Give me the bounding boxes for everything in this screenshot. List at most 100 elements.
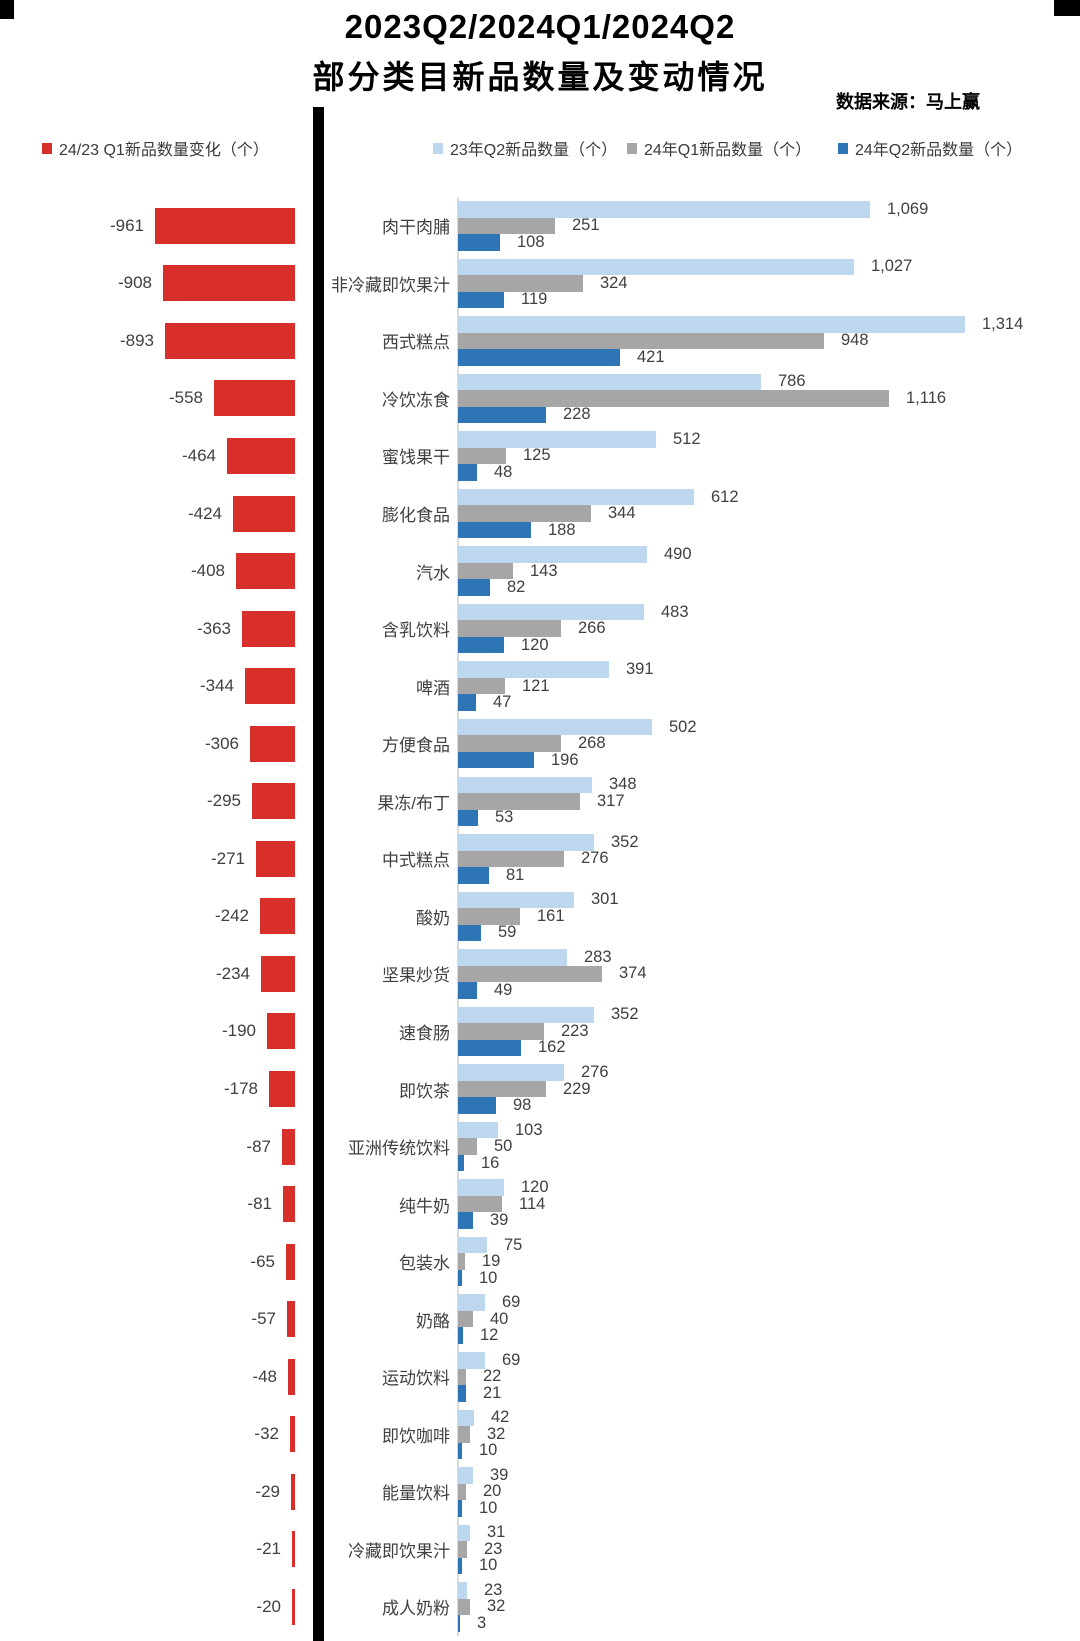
change-value-label: -20 xyxy=(256,1596,281,1616)
q2-2024-bar-line: 119 xyxy=(458,290,912,308)
chart-rows: -961 肉干肉脯 1,069 251 108 -908 非冷藏即饮果汁 1,027 324 11… xyxy=(0,197,1080,1641)
q1-2024-bar xyxy=(458,1138,477,1155)
q2-2024-bar-value-label: 120 xyxy=(521,635,549,654)
q2-2024-bar-line: 188 xyxy=(458,521,739,539)
q1-2024-bar-line: 317 xyxy=(458,792,637,810)
q2-2023-bar-line: 1,314 xyxy=(458,315,1023,333)
change-value-label: -295 xyxy=(206,791,241,811)
q1-2024-bar-value-label: 143 xyxy=(530,561,558,580)
legend-24q2: 24年Q2新品数量（个） xyxy=(838,136,1022,160)
q1-2024-bar-line: 276 xyxy=(458,849,639,867)
q1-2024-bar-value-label: 161 xyxy=(537,906,565,925)
change-value-label: -271 xyxy=(210,848,245,868)
q2-2023-bar-value-label: 69 xyxy=(502,1350,521,1369)
q2-2023-bar-value-label: 75 xyxy=(504,1235,523,1254)
q2-2023-bar-line: 75 xyxy=(458,1235,523,1254)
q1-2024-bar-line: 32 xyxy=(458,1425,509,1443)
q2-2023-bar-line: 786 xyxy=(458,372,946,391)
q2-2023-bar-line: 301 xyxy=(458,890,619,908)
chart-row: -234 坚果炒货 283 374 49 xyxy=(0,945,1080,1003)
q2-2024-bar-line: 228 xyxy=(458,405,946,424)
q2-2023-bar-value-label: 283 xyxy=(584,947,612,966)
corner-mark-right xyxy=(1054,0,1080,16)
q2-2024-bar-value-label: 162 xyxy=(538,1038,566,1057)
quarter-bar-group: 31 23 10 xyxy=(458,1523,505,1574)
q1-2024-bar xyxy=(458,1023,544,1040)
change-bar-group: -424 xyxy=(0,485,295,543)
chart-row: -558 冷饮冻食 786 1,116 228 xyxy=(0,370,1080,428)
q2-2024-bar xyxy=(458,579,490,596)
q1-2024-bar xyxy=(458,1368,466,1385)
q2-2023-bar xyxy=(458,1064,564,1081)
change-bar xyxy=(256,840,295,877)
q1-2024-bar-line: 251 xyxy=(458,216,928,234)
category-label: 坚果炒货 xyxy=(382,966,450,986)
q2-2024-bar-value-label: 10 xyxy=(479,1441,498,1460)
category-label: 即饮茶 xyxy=(399,1081,450,1101)
q2-2023-bar-value-label: 612 xyxy=(711,487,739,506)
quarter-bar-group: 42 32 10 xyxy=(458,1408,509,1460)
q2-2023-bar xyxy=(458,258,854,276)
change-value-label: -908 xyxy=(117,273,152,293)
q1-2024-bar-value-label: 948 xyxy=(841,331,869,350)
chart-row: -65 包装水 75 19 10 xyxy=(0,1233,1080,1291)
quarter-bar-group: 283 374 49 xyxy=(458,947,647,999)
q2-2024-bar xyxy=(458,867,489,884)
q2-2023-bar-value-label: 1,027 xyxy=(871,257,913,276)
q2-2024-bar-line: 59 xyxy=(458,923,619,942)
q2-2024-bar-value-label: 228 xyxy=(563,405,591,424)
q2-2024-bar xyxy=(458,521,531,539)
q2-2023-bar-line: 39 xyxy=(458,1466,508,1484)
chart-row: -20 成人奶粉 23 32 3 xyxy=(0,1578,1080,1636)
q1-2024-bar-value-label: 19 xyxy=(482,1252,501,1271)
quarter-bar-group: 348 317 53 xyxy=(458,775,637,826)
q2-2023-bar-value-label: 483 xyxy=(661,602,689,621)
change-bar xyxy=(250,725,295,762)
q2-2023-bar xyxy=(458,1409,474,1427)
change-bar-group: -408 xyxy=(0,542,295,600)
q2-2023-bar-line: 391 xyxy=(458,660,654,678)
q2-2024-bar-line: 39 xyxy=(458,1211,549,1229)
q2-2024-bar-value-label: 16 xyxy=(481,1153,500,1172)
q2-2023-bar xyxy=(458,1006,594,1024)
q1-2024-bar-value-label: 344 xyxy=(608,504,636,522)
legend-24q1-swatch xyxy=(627,142,637,154)
legend-change-swatch xyxy=(42,142,52,154)
change-bar-group: -242 xyxy=(0,888,295,946)
change-value-label: -344 xyxy=(199,676,234,696)
q2-2024-bar xyxy=(458,694,476,711)
change-value-label: -234 xyxy=(215,963,250,983)
legend-23q2-swatch xyxy=(433,142,443,154)
data-source-label: 数据来源：马上赢 xyxy=(836,92,980,112)
q2-2023-bar-value-label: 502 xyxy=(669,717,697,736)
q2-2024-bar-line: 120 xyxy=(458,635,689,654)
category-label: 包装水 xyxy=(399,1254,450,1274)
quarter-bar-group: 69 22 21 xyxy=(458,1350,521,1402)
change-bar xyxy=(286,1243,295,1280)
q2-2024-bar xyxy=(458,924,481,942)
chart-row: -363 含乳饮料 483 266 120 xyxy=(0,600,1080,658)
q1-2024-bar xyxy=(458,677,505,695)
q2-2024-bar-line: 10 xyxy=(458,1556,505,1574)
chart-row: -424 膨化食品 612 344 188 xyxy=(0,485,1080,543)
change-value-label: -87 xyxy=(246,1136,271,1156)
q1-2024-bar xyxy=(458,562,513,580)
category-label: 果冻/布丁 xyxy=(377,793,450,813)
quarter-bar-group: 1,027 324 119 xyxy=(458,257,913,308)
q1-2024-bar-line: 223 xyxy=(458,1022,639,1040)
category-label: 含乳饮料 xyxy=(382,621,450,641)
page-title-line2: 部分类目新品数量及变动情况 xyxy=(312,59,768,95)
q1-2024-bar xyxy=(458,505,591,522)
q2-2023-bar-line: 31 xyxy=(458,1523,505,1541)
q2-2023-bar-value-label: 786 xyxy=(778,372,806,391)
change-value-label: -424 xyxy=(187,503,222,523)
chart-row: -295 果冻/布丁 348 317 53 xyxy=(0,773,1080,831)
category-label: 肉干肉脯 xyxy=(382,218,450,238)
quarter-bar-group: 512 125 48 xyxy=(458,430,701,481)
change-value-label: -961 xyxy=(109,215,144,235)
q2-2024-bar-value-label: 196 xyxy=(551,750,579,769)
change-value-label: -178 xyxy=(223,1079,258,1099)
q2-2024-bar-value-label: 12 xyxy=(480,1326,499,1345)
q2-2024-bar xyxy=(458,1154,464,1172)
